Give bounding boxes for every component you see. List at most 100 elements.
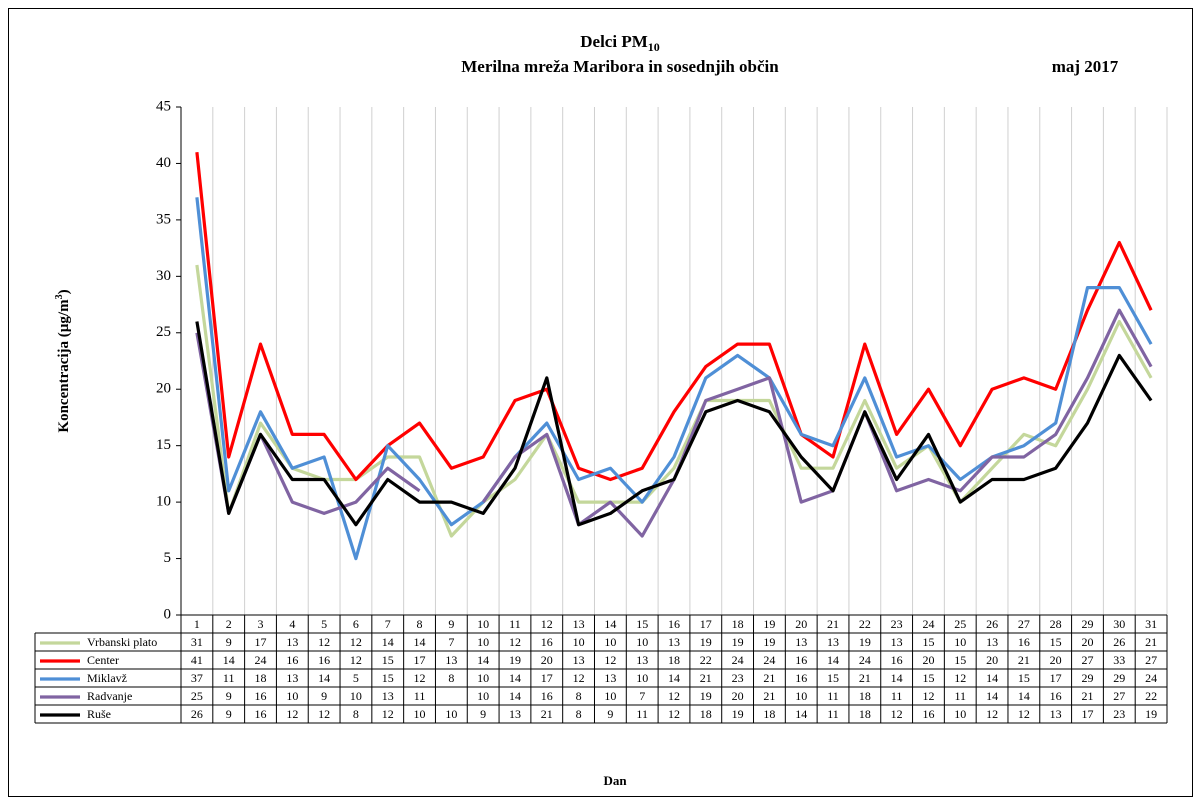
y-tick-label: 5 — [164, 550, 172, 566]
table-value: 21 — [1145, 635, 1157, 649]
table-value: 21 — [763, 671, 775, 685]
table-value: 9 — [226, 689, 232, 703]
y-tick-label: 40 — [156, 155, 171, 171]
x-tick-label: 19 — [763, 617, 775, 631]
table-value: 11 — [891, 689, 903, 703]
table-value: 16 — [1050, 689, 1062, 703]
x-tick-label: 20 — [795, 617, 807, 631]
x-tick-label: 7 — [385, 617, 391, 631]
x-tick-label: 25 — [954, 617, 966, 631]
table-value: 16 — [795, 653, 807, 667]
y-tick-label: 15 — [156, 437, 171, 453]
table-value: 13 — [827, 635, 839, 649]
table-value: 26 — [1113, 635, 1125, 649]
table-value: 20 — [732, 689, 744, 703]
table-value: 16 — [795, 671, 807, 685]
table-value: 14 — [477, 653, 489, 667]
table-value: 23 — [1113, 707, 1125, 721]
table-value: 19 — [732, 707, 744, 721]
table-value: 12 — [350, 653, 362, 667]
table-value: 13 — [445, 653, 457, 667]
table-value: 27 — [1113, 689, 1125, 703]
table-value: 9 — [480, 707, 486, 721]
table-value: 15 — [922, 635, 934, 649]
x-tick-label: 10 — [477, 617, 489, 631]
legend-label: Radvanje — [87, 689, 132, 703]
y-label-superscript: 3 — [54, 294, 65, 299]
table-value: 11 — [223, 671, 235, 685]
table-value: 29 — [1113, 671, 1125, 685]
x-tick-label: 22 — [859, 617, 871, 631]
table-value: 15 — [1050, 635, 1062, 649]
y-tick-label: 45 — [156, 98, 171, 114]
table-value: 16 — [541, 689, 553, 703]
legend-label: Vrbanski plato — [87, 635, 157, 649]
x-tick-label: 16 — [668, 617, 680, 631]
x-tick-label: 5 — [321, 617, 327, 631]
table-value: 18 — [859, 689, 871, 703]
table-value: 16 — [318, 653, 330, 667]
table-value: 15 — [382, 671, 394, 685]
table-value: 18 — [859, 707, 871, 721]
table-value: 21 — [700, 671, 712, 685]
x-tick-label: 2 — [226, 617, 232, 631]
table-value: 20 — [986, 653, 998, 667]
table-value: 14 — [986, 689, 998, 703]
table-value: 16 — [255, 707, 267, 721]
x-tick-label: 29 — [1081, 617, 1093, 631]
chart-subtitle: Merilna mreža Maribora in sosednjih obči… — [461, 57, 779, 76]
table-value: 10 — [636, 671, 648, 685]
table-value: 10 — [795, 689, 807, 703]
series-line — [195, 152, 1153, 482]
y-tick-label: 20 — [156, 381, 171, 397]
table-value: 10 — [286, 689, 298, 703]
x-tick-label: 13 — [573, 617, 585, 631]
table-value: 41 — [191, 653, 203, 667]
table-value: 10 — [477, 689, 489, 703]
table-value: 15 — [922, 671, 934, 685]
table-value: 13 — [636, 653, 648, 667]
table-value: 12 — [318, 707, 330, 721]
x-tick-label: 12 — [541, 617, 553, 631]
x-tick-label: 1 — [194, 617, 200, 631]
table-value: 8 — [576, 707, 582, 721]
table-value: 9 — [321, 689, 327, 703]
table-value: 12 — [668, 707, 680, 721]
legend-label: Ruše — [87, 707, 111, 721]
table-value: 16 — [922, 707, 934, 721]
table-value: 10 — [604, 635, 616, 649]
table-value: 12 — [382, 707, 394, 721]
table-value: 13 — [604, 671, 616, 685]
table-value: 16 — [255, 689, 267, 703]
table-value: 15 — [827, 671, 839, 685]
table-value: 10 — [414, 707, 426, 721]
table-value: 16 — [1018, 635, 1030, 649]
table-value: 11 — [414, 689, 426, 703]
table-value: 10 — [477, 671, 489, 685]
table-value: 11 — [954, 689, 966, 703]
table-value: 26 — [191, 707, 203, 721]
table-value: 13 — [668, 635, 680, 649]
table-value: 10 — [636, 635, 648, 649]
table-value: 18 — [700, 707, 712, 721]
table-value: 10 — [604, 689, 616, 703]
table-value: 13 — [573, 653, 585, 667]
table-value: 19 — [763, 635, 775, 649]
table-value: 20 — [922, 653, 934, 667]
table-value: 15 — [1018, 671, 1030, 685]
x-tick-label: 4 — [289, 617, 295, 631]
table-value: 29 — [1081, 671, 1093, 685]
table-value: 21 — [763, 689, 775, 703]
table-value: 24 — [255, 653, 267, 667]
x-tick-label: 3 — [258, 617, 264, 631]
table-value: 10 — [445, 707, 457, 721]
table-value: 9 — [607, 707, 613, 721]
table-value: 24 — [859, 653, 871, 667]
table-value: 14 — [223, 653, 235, 667]
table-value: 16 — [286, 653, 298, 667]
table-value: 21 — [1081, 689, 1093, 703]
table-value: 17 — [255, 635, 267, 649]
table-value: 19 — [700, 635, 712, 649]
x-tick-label: 24 — [922, 617, 934, 631]
